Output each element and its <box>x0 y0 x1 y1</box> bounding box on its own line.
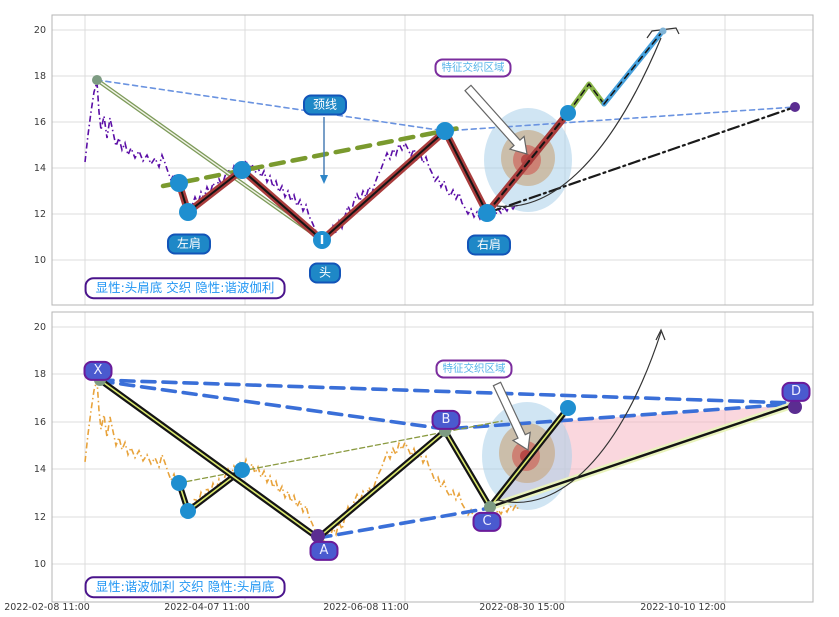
projection-blue-top-core <box>603 31 663 105</box>
pattern-point-marker <box>436 122 454 140</box>
y-axis-label: 10 <box>34 559 46 570</box>
label-point-b: B <box>431 409 461 431</box>
swoosh-arrow-top <box>496 37 662 208</box>
x-axis-label: 2022-04-07 11:00 <box>164 602 250 613</box>
y-axis-label: 18 <box>34 71 46 82</box>
y-axis-label: 20 <box>34 25 46 36</box>
label-right-shoulder: 右肩 <box>466 234 512 256</box>
price-line-bottom <box>84 379 519 548</box>
y-axis-label: 16 <box>34 117 46 128</box>
y-axis-label: 12 <box>34 209 46 220</box>
y-axis-label: 12 <box>34 512 46 523</box>
pattern-point-marker <box>92 75 102 85</box>
label-left-shoulder: 左肩 <box>166 233 212 255</box>
pattern-point-marker <box>560 105 576 121</box>
label-neckline: 颈线 <box>302 94 348 116</box>
zone-pointer-top <box>464 84 528 155</box>
panel-border-bottom <box>51 311 814 603</box>
pattern-point-marker <box>170 174 188 192</box>
zone-pointer-bottom <box>492 381 531 452</box>
label-point-a: A <box>309 540 339 562</box>
pattern-point-marker <box>233 161 251 179</box>
y-axis-label: 16 <box>34 417 46 428</box>
pattern-point-marker <box>234 462 250 478</box>
neckline-top <box>160 125 462 189</box>
y-axis-label: 10 <box>34 255 46 266</box>
label-point-d: D <box>781 381 811 403</box>
pattern-point-marker <box>180 503 196 519</box>
cd-line-bottom <box>488 403 795 509</box>
caption-bottom-panel: 显性:谐波伽利 交织 隐性:头肩底 <box>84 576 286 598</box>
x-axis-label: 2022-06-08 11:00 <box>323 602 409 613</box>
pattern-point-marker <box>788 400 802 414</box>
label-head: 头 <box>308 262 342 284</box>
swoosh-arrow-bottom <box>497 331 662 503</box>
label-feature-zone-bottom: 特征交织区域 <box>435 359 513 379</box>
y-axis-label: 20 <box>34 322 46 333</box>
pattern-point-marker <box>484 501 496 513</box>
hs-red-breakout-top-core <box>486 112 569 214</box>
label-point-x: X <box>83 360 113 382</box>
gartley-ac-dashed-bottom <box>316 506 492 540</box>
projection-green-top-core <box>567 83 605 114</box>
pattern-point-marker <box>171 475 187 491</box>
target-cap-dot <box>659 27 667 35</box>
x-axis-label: 2022-02-08 11:00 <box>4 602 90 613</box>
y-axis-label: 14 <box>34 163 46 174</box>
pattern-point-marker <box>478 204 496 222</box>
head-marker-tick <box>320 235 324 244</box>
neckline-pointer-arrowhead <box>320 175 328 184</box>
pattern-point-marker <box>179 203 197 221</box>
gartley-xd-dashed-bottom <box>98 378 795 405</box>
swoosh-arrow-bottom-arrowhead <box>655 328 666 341</box>
x-axis-label: 2022-10-10 12:00 <box>640 602 726 613</box>
x-axis-label: 2022-08-30 15:00 <box>479 602 565 613</box>
caption-top-panel: 显性:头肩底 交织 隐性:谐波伽利 <box>84 277 286 299</box>
pattern-point-marker <box>560 400 576 416</box>
label-point-c: C <box>472 511 502 533</box>
label-feature-zone-top: 特征交织区域 <box>434 58 512 78</box>
y-axis-label: 14 <box>34 464 46 475</box>
pattern-point-marker <box>790 102 800 112</box>
hidden-cd-dashdot-top <box>488 105 797 214</box>
hidden-xa-top-core <box>96 79 323 241</box>
y-axis-label: 18 <box>34 369 46 380</box>
panel-border-top <box>51 14 814 306</box>
pattern-point-marker <box>311 529 325 543</box>
